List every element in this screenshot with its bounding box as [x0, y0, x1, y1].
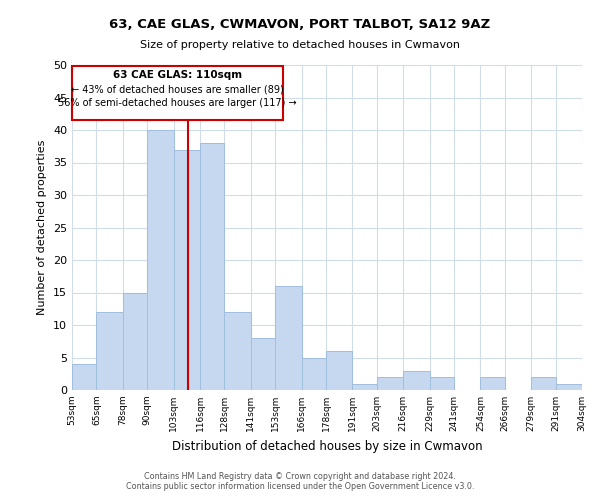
Bar [430, 377, 454, 390]
Bar [403, 370, 430, 390]
Bar [326, 351, 352, 390]
Bar [123, 292, 147, 390]
Text: 63 CAE GLAS: 110sqm: 63 CAE GLAS: 110sqm [113, 70, 242, 80]
Bar [531, 377, 556, 390]
Text: Size of property relative to detached houses in Cwmavon: Size of property relative to detached ho… [140, 40, 460, 50]
Text: Contains public sector information licensed under the Open Government Licence v3: Contains public sector information licen… [126, 482, 474, 491]
Bar [556, 384, 582, 390]
Text: ← 43% of detached houses are smaller (89): ← 43% of detached houses are smaller (89… [71, 84, 284, 94]
Y-axis label: Number of detached properties: Number of detached properties [37, 140, 47, 315]
Text: 63, CAE GLAS, CWMAVON, PORT TALBOT, SA12 9AZ: 63, CAE GLAS, CWMAVON, PORT TALBOT, SA12… [109, 18, 491, 30]
Bar [224, 312, 251, 390]
Bar [200, 143, 224, 390]
Bar [97, 312, 123, 390]
Text: 56% of semi-detached houses are larger (117) →: 56% of semi-detached houses are larger (… [58, 98, 297, 108]
Text: Contains HM Land Registry data © Crown copyright and database right 2024.: Contains HM Land Registry data © Crown c… [144, 472, 456, 481]
Bar [173, 150, 200, 390]
Bar [72, 364, 97, 390]
Bar [377, 377, 403, 390]
Bar [251, 338, 275, 390]
X-axis label: Distribution of detached houses by size in Cwmavon: Distribution of detached houses by size … [172, 440, 482, 452]
Bar [302, 358, 326, 390]
FancyBboxPatch shape [72, 66, 283, 120]
Bar [352, 384, 377, 390]
Bar [147, 130, 173, 390]
Bar [481, 377, 505, 390]
Bar [275, 286, 302, 390]
